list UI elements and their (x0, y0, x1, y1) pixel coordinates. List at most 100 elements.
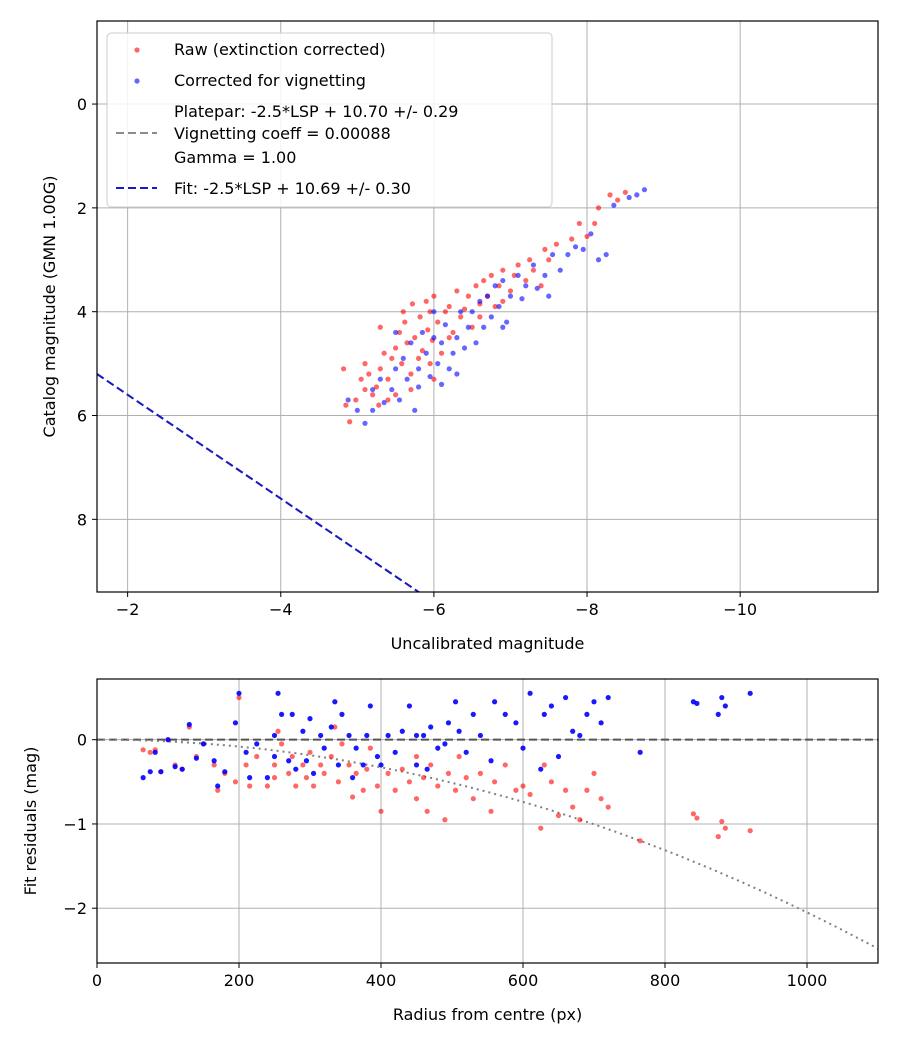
raw-residual-point (350, 794, 356, 800)
ax1-x-tick-label: −6 (422, 600, 446, 619)
raw-residual-point (360, 787, 366, 793)
raw-point (461, 306, 468, 312)
raw-residual-point (456, 753, 462, 760)
raw-point (409, 301, 416, 307)
raw-residual-point (605, 804, 611, 810)
residuals-lines (97, 738, 878, 950)
raw-point (542, 246, 548, 252)
raw-residual-point (247, 783, 253, 789)
raw-residual-point (527, 791, 533, 798)
raw-point (546, 257, 552, 263)
corrected-point (507, 293, 514, 299)
corrected-point (431, 335, 437, 341)
corrected-point (530, 262, 537, 268)
corrected-point (519, 296, 525, 302)
corrected-residual-point (364, 732, 370, 739)
corrected-residual-point (747, 690, 753, 696)
corrected-residual-point (222, 769, 228, 775)
corrected-residual-point (328, 724, 334, 730)
calibration-frame (96, 20, 879, 593)
corrected-point (408, 340, 414, 346)
legend-marker (134, 47, 140, 53)
raw-residual-point (463, 774, 469, 781)
ax2-x-tick-label: 1000 (787, 971, 828, 990)
raw-residual-point (637, 838, 643, 844)
raw-point (465, 293, 471, 299)
raw-residual-point (538, 825, 544, 831)
raw-residual-point (392, 787, 398, 793)
corrected-point (504, 319, 510, 325)
residuals-plot: 0 200 400 600 800 1000 0 −1 −2 Radius from centr… (21, 678, 879, 1024)
corrected-residual-point (346, 732, 352, 739)
raw-point (408, 371, 414, 377)
corrected-point (404, 376, 410, 382)
raw-point (584, 233, 590, 240)
corrected-residual-point (605, 694, 611, 701)
raw-residual-point (577, 817, 583, 823)
raw-point (527, 257, 533, 263)
raw-point (576, 220, 582, 227)
raw-point (442, 309, 448, 315)
corrected-residual-point (289, 711, 295, 717)
raw-residual-point (140, 747, 146, 753)
raw-residual-point (271, 774, 278, 781)
legend-entry: Corrected for vignetting (174, 71, 366, 90)
corrected-point (442, 322, 448, 328)
corrected-point (488, 314, 494, 320)
corrected-point (515, 272, 521, 278)
corrected-point (477, 298, 483, 304)
raw-point (423, 298, 429, 304)
calibration-points (340, 187, 648, 426)
corrected-residual-point (548, 703, 555, 709)
residuals-frame (96, 678, 879, 964)
corrected-residual-point (350, 774, 356, 781)
raw-point (500, 267, 506, 273)
raw-point (622, 189, 628, 195)
raw-point (347, 419, 353, 425)
raw-point (530, 267, 537, 273)
raw-residual-point (264, 783, 270, 789)
corrected-residual-point (254, 741, 260, 747)
corrected-residual-point (279, 711, 285, 717)
corrected-residual-point (424, 766, 430, 772)
corrected-residual-point (563, 694, 569, 701)
ax1-x-tick-label: −8 (575, 600, 599, 619)
raw-residual-point (279, 741, 285, 747)
ax2-y-tick-label: −1 (63, 815, 87, 834)
corrected-residual-point (406, 703, 412, 709)
raw-point (595, 205, 602, 211)
raw-residual-point (406, 779, 412, 785)
raw-point (469, 324, 475, 330)
raw-point (427, 309, 433, 315)
corrected-point (611, 202, 617, 208)
raw-point (353, 397, 359, 403)
corrected-residual-point (286, 758, 292, 764)
raw-point (538, 283, 544, 289)
corrected-residual-point (492, 699, 498, 705)
corrected-point (419, 329, 426, 336)
corrected-point (523, 283, 529, 289)
raw-point (425, 327, 431, 333)
corrected-residual-point (158, 769, 164, 775)
corrected-point (431, 309, 437, 315)
corrected-point (345, 397, 351, 403)
raw-point (343, 402, 349, 408)
corrected-residual-point (303, 758, 310, 764)
corrected-residual-point (502, 711, 508, 717)
raw-point (393, 392, 399, 398)
raw-point (370, 392, 376, 398)
corrected-residual-point (271, 753, 278, 760)
raw-residual-point (694, 815, 700, 821)
raw-residual-point (424, 808, 430, 814)
raw-residual-point (555, 812, 562, 819)
corrected-point (446, 366, 452, 372)
raw-point (376, 402, 382, 408)
raw-residual-point (435, 783, 441, 789)
raw-residual-point (339, 741, 345, 747)
corrected-point (370, 386, 376, 393)
raw-point (362, 361, 368, 367)
raw-point (381, 350, 387, 356)
raw-residual-point (570, 804, 576, 810)
calibration-y-axis-label: Catalog magnitude (GMN 1.00G) (40, 176, 59, 438)
corrected-residual-point (318, 732, 324, 739)
